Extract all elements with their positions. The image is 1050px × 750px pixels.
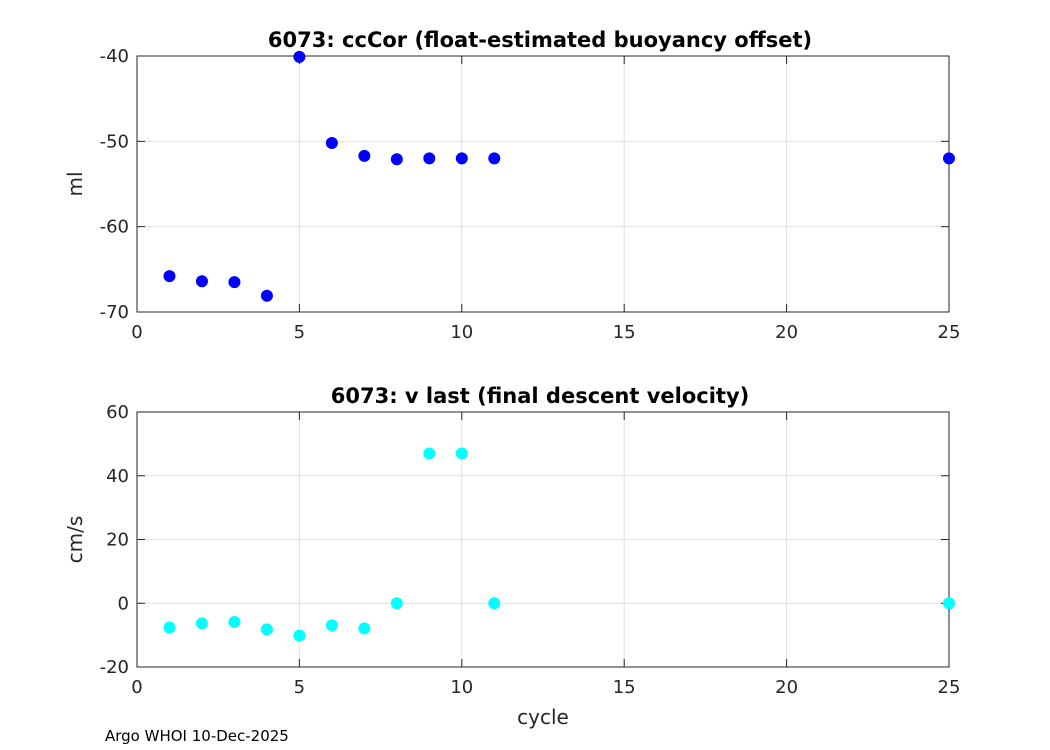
x-tick-label: 25	[938, 322, 961, 343]
data-point	[423, 152, 436, 165]
data-point	[293, 629, 306, 642]
data-point	[293, 50, 306, 63]
x-tick-label: 10	[450, 677, 473, 698]
y-tick-label: -60	[100, 217, 129, 238]
y-tick-label: 60	[106, 402, 129, 423]
data-point	[390, 153, 403, 166]
data-point	[228, 616, 241, 629]
x-tick-label: 5	[294, 677, 305, 698]
x-tick-label: 15	[613, 322, 636, 343]
data-point	[455, 447, 468, 460]
data-point	[195, 275, 208, 288]
chart-title: 6073: v last (final descent velocity)	[331, 384, 749, 408]
y-axis-label: cm/s	[63, 516, 87, 564]
y-tick-label: 20	[106, 530, 129, 551]
data-point	[260, 623, 273, 636]
x-tick-label: 10	[450, 322, 473, 343]
x-tick-label: 0	[131, 322, 142, 343]
x-tick-label: 15	[613, 677, 636, 698]
y-tick-label: -50	[100, 131, 129, 152]
data-point	[488, 152, 501, 165]
data-point	[325, 619, 338, 632]
footer-text: Argo WHOI 10-Dec-2025	[105, 727, 289, 745]
data-point	[163, 270, 176, 283]
x-tick-label: 5	[294, 322, 305, 343]
data-point	[488, 597, 501, 610]
top-chart-ccCor: 0 5 10 15 20 25 -70 -60 -50 -40 6073: ccCor (float…	[63, 28, 960, 343]
x-tick-label: 20	[775, 677, 798, 698]
y-tick-label: -40	[100, 46, 129, 67]
data-point	[390, 597, 403, 610]
data-point	[163, 621, 176, 634]
y-axis-label: ml	[63, 171, 87, 196]
data-point	[423, 447, 436, 460]
data-point	[325, 137, 338, 150]
data-point	[358, 149, 371, 162]
data-point	[195, 617, 208, 630]
y-tick-label: 0	[118, 593, 129, 614]
axes-box	[136, 55, 950, 313]
data-point	[943, 597, 955, 610]
x-tick-label: 25	[938, 677, 961, 698]
data-point	[260, 289, 273, 302]
plot-area	[137, 56, 949, 312]
data-point	[943, 152, 955, 165]
x-axis-label: cycle	[517, 705, 569, 729]
data-point	[455, 152, 468, 165]
y-tick-label: -70	[100, 302, 129, 323]
x-tick-label: 20	[775, 322, 798, 343]
y-tick-label: 40	[106, 466, 129, 487]
chart-title: 6073: ccCor (float-estimated buoyancy of…	[268, 28, 812, 52]
data-point	[228, 276, 241, 289]
x-tick-label: 0	[131, 677, 142, 698]
data-point	[358, 622, 371, 635]
y-tick-label: -20	[100, 657, 129, 678]
